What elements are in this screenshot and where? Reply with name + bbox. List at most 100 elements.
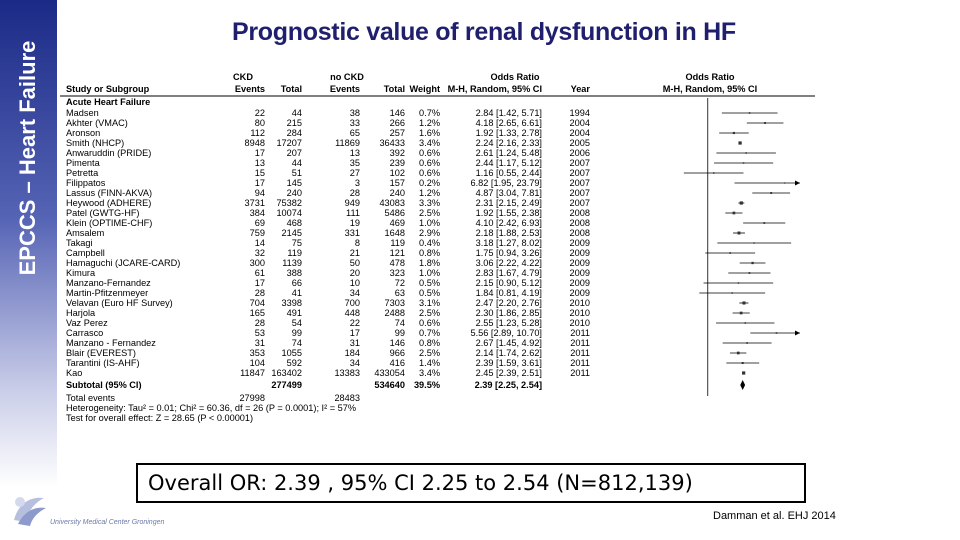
nockd-total: 63	[395, 288, 405, 298]
study-ci: 2.45 [2.39, 2.51]	[476, 368, 542, 378]
ckd-total: 215	[287, 118, 302, 128]
nockd-total: 157	[390, 178, 405, 188]
ckd-events: 28	[255, 288, 265, 298]
study-name: Harjola	[66, 308, 96, 318]
ckd-events: 22	[255, 108, 265, 118]
study-name: Smith (NHCP)	[66, 138, 124, 148]
ckd-events: 104	[250, 358, 265, 368]
study-weight: 0.7%	[419, 108, 440, 118]
ckd-total: 3398	[282, 298, 302, 308]
ckd-events: 17	[255, 278, 265, 288]
nockd-total: 102	[390, 168, 405, 178]
subtotal-label: Subtotal (95% CI)	[66, 380, 142, 390]
study-name: Heywood (ADHERE)	[66, 198, 151, 208]
study-point	[742, 301, 746, 305]
nockd-total: 99	[395, 328, 405, 338]
study-weight: 2.5%	[419, 308, 440, 318]
ckd-total: 74	[292, 338, 302, 348]
study-name: Kao	[66, 368, 82, 378]
subtotal-weight: 39.5%	[414, 380, 440, 390]
study-year: 2007	[570, 178, 590, 188]
nockd-total: 146	[390, 108, 405, 118]
study-ci: 2.84 [1.42, 5.71]	[476, 108, 542, 118]
study-ci: 5.56 [2.89, 10.70]	[470, 328, 542, 338]
ckd-events: 759	[250, 228, 265, 238]
study-name: Pimenta	[66, 158, 101, 168]
nockd-events: 448	[345, 308, 360, 318]
study-name: Tarantini (IS-AHF)	[66, 358, 140, 368]
study-name: Kimura	[66, 268, 96, 278]
nockd-total: 121	[390, 248, 405, 258]
nockd-events: 13	[350, 148, 360, 158]
nockd-events: 28	[350, 188, 360, 198]
study-year: 2007	[570, 198, 590, 208]
ckd-total: 51	[292, 168, 302, 178]
study-year: 1994	[570, 108, 590, 118]
ckd-total: 44	[292, 158, 302, 168]
nockd-events: 20	[350, 268, 360, 278]
nockd-total: 5486	[385, 208, 405, 218]
study-name: Vaz Perez	[66, 318, 108, 328]
study-point	[732, 211, 736, 215]
ckd-total: 284	[287, 128, 302, 138]
study-year: 2010	[570, 308, 590, 318]
study-year: 2009	[570, 248, 590, 258]
header-weight: Weight	[410, 84, 440, 94]
study-name: Petretta	[66, 168, 99, 178]
nockd-events: 331	[345, 228, 360, 238]
study-name: Velavan (Euro HF Survey)	[66, 298, 173, 308]
forest-plot: CKD no CKD Odds Ratio Odds Ratio Study or Su…	[60, 72, 815, 423]
study-name: Aronson	[66, 128, 100, 138]
study-ci: 2.55 [1.23, 5.28]	[476, 318, 542, 328]
study-weight: 3.4%	[419, 138, 440, 148]
study-point	[751, 261, 754, 265]
study-name: Lassus (FINN-AKVA)	[66, 188, 152, 198]
ckd-total: 99	[292, 328, 302, 338]
study-name: Madsen	[66, 108, 99, 118]
study-point	[739, 311, 743, 315]
study-weight: 0.5%	[419, 278, 440, 288]
study-ci: 1.92 [1.33, 2.78]	[476, 128, 542, 138]
total-events-label: Total events	[66, 393, 115, 403]
study-ci: 2.61 [1.24, 5.48]	[476, 148, 542, 158]
study-ci: 1.16 [0.55, 2.44]	[476, 168, 542, 178]
study-year: 2007	[570, 168, 590, 178]
nockd-total: 257	[390, 128, 405, 138]
study-ci: 2.30 [1.86, 2.85]	[476, 308, 542, 318]
header-year: Year	[571, 84, 591, 94]
nockd-events: 38	[350, 108, 360, 118]
study-ci-arrow	[795, 180, 800, 186]
ckd-total: 163402	[271, 368, 302, 378]
study-weight: 1.2%	[419, 188, 440, 198]
study-point	[764, 122, 767, 124]
total-events-nockd: 28483	[334, 393, 360, 403]
nockd-total: 1648	[385, 228, 405, 238]
ckd-events: 28	[255, 318, 265, 328]
study-year: 2011	[570, 368, 590, 378]
study-name: Campbell	[66, 248, 105, 258]
study-name: Akhter (VMAC)	[66, 118, 128, 128]
study-ci: 2.39 [1.59, 3.61]	[476, 358, 542, 368]
ckd-events: 15	[255, 168, 265, 178]
study-point	[753, 242, 755, 244]
study-ci: 2.14 [1.74, 2.62]	[476, 348, 542, 358]
ckd-total: 44	[292, 108, 302, 118]
study-ci: 4.87 [3.04, 7.81]	[476, 188, 542, 198]
ckd-total: 10074	[276, 208, 302, 218]
study-ci: 2.47 [2.20, 2.76]	[476, 298, 542, 308]
ckd-events: 11847	[240, 368, 265, 378]
nockd-total: 7303	[385, 298, 405, 308]
study-point	[736, 351, 740, 355]
study-year: 2011	[570, 348, 590, 358]
group-label: Acute Heart Failure	[66, 97, 150, 107]
study-year: 2004	[570, 118, 590, 128]
ckd-total: 240	[287, 188, 302, 198]
nockd-events: 19	[350, 218, 360, 228]
study-weight: 1.2%	[419, 118, 440, 128]
heterogeneity-text: Heterogeneity: Tau² = 0.01; Chi² = 60.36…	[66, 403, 356, 413]
study-ci: 6.82 [1.95, 23.79]	[470, 178, 542, 188]
ckd-total: 491	[287, 308, 302, 318]
logo-text: University Medical Center Groningen	[50, 519, 165, 526]
ckd-total: 54	[292, 318, 302, 328]
study-weight: 0.4%	[419, 238, 440, 248]
